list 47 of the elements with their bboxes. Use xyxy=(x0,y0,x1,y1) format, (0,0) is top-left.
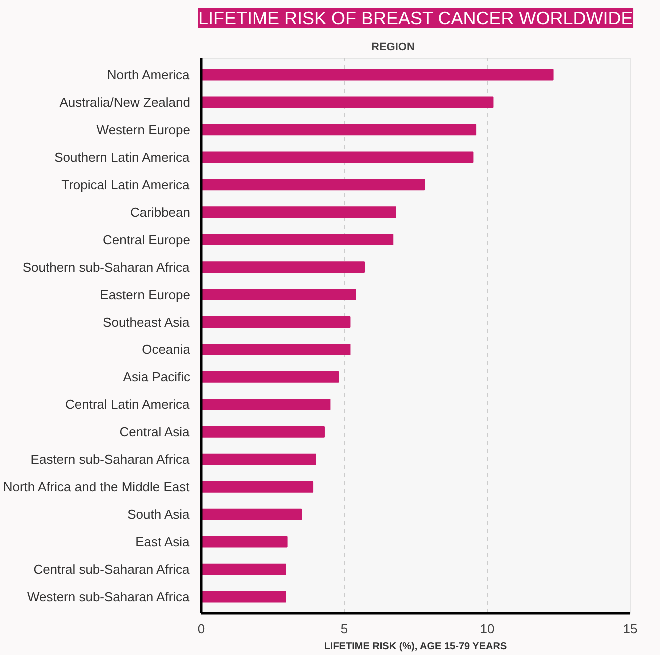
y-tick-label: Caribbean xyxy=(130,204,191,220)
y-tick-label: Eastern Europe xyxy=(100,287,191,302)
chart-title: LIFETIME RISK OF BREAST CANCER WORLDWIDE xyxy=(198,8,634,28)
bar xyxy=(202,206,396,218)
bar xyxy=(202,69,554,81)
y-tick-label: Oceania xyxy=(142,342,192,358)
y-tick-label: Southeast Asia xyxy=(103,314,191,330)
x-axis-title: LIFETIME RISK (%), AGE 15-79 YEARS xyxy=(324,642,508,652)
y-tick-label: Tropical Latin America xyxy=(62,177,191,192)
bar xyxy=(202,262,366,274)
y-tick-label: Australia/New Zealand xyxy=(60,94,191,110)
bar xyxy=(202,316,351,328)
bar xyxy=(202,591,286,603)
bar xyxy=(202,371,340,383)
y-tick-label: Asia Pacific xyxy=(123,370,191,385)
bar xyxy=(202,564,286,576)
y-axis-title: REGION xyxy=(372,42,415,54)
y-tick-label: Western sub-Saharan Africa xyxy=(27,590,191,605)
y-tick-label: Central Europe xyxy=(103,232,191,248)
x-tick-label: 0 xyxy=(198,622,206,636)
bar xyxy=(202,234,394,246)
y-tick-label: North America xyxy=(107,67,191,82)
bar xyxy=(202,179,426,191)
bar xyxy=(202,426,325,438)
bar xyxy=(202,536,288,548)
bar xyxy=(202,289,356,301)
bar xyxy=(202,508,302,520)
y-tick-label: Southern sub-Saharan Africa xyxy=(22,260,191,275)
y-tick-label: East Asia xyxy=(136,534,191,550)
bar xyxy=(202,454,316,466)
bar xyxy=(202,481,314,493)
y-tick-label: North Africa and the Middle East xyxy=(3,480,190,495)
y-tick-label: Central Asia xyxy=(120,424,191,440)
bar xyxy=(202,398,331,410)
y-tick-label: South Asia xyxy=(128,507,191,522)
bar xyxy=(202,96,494,108)
y-tick-label: Central sub-Saharan Africa xyxy=(34,562,191,578)
y-tick-label: Eastern sub-Saharan Africa xyxy=(30,452,191,468)
x-tick-label: 5 xyxy=(340,622,348,636)
bar xyxy=(202,152,474,164)
x-tick-label: 15 xyxy=(623,622,638,636)
y-tick-label: Central Latin America xyxy=(66,397,191,412)
bar xyxy=(202,124,477,136)
x-tick-label: 10 xyxy=(480,622,495,636)
bar xyxy=(202,344,351,356)
y-tick-label: Western Europe xyxy=(96,122,191,138)
y-tick-label: Southern Latin America xyxy=(54,150,191,165)
